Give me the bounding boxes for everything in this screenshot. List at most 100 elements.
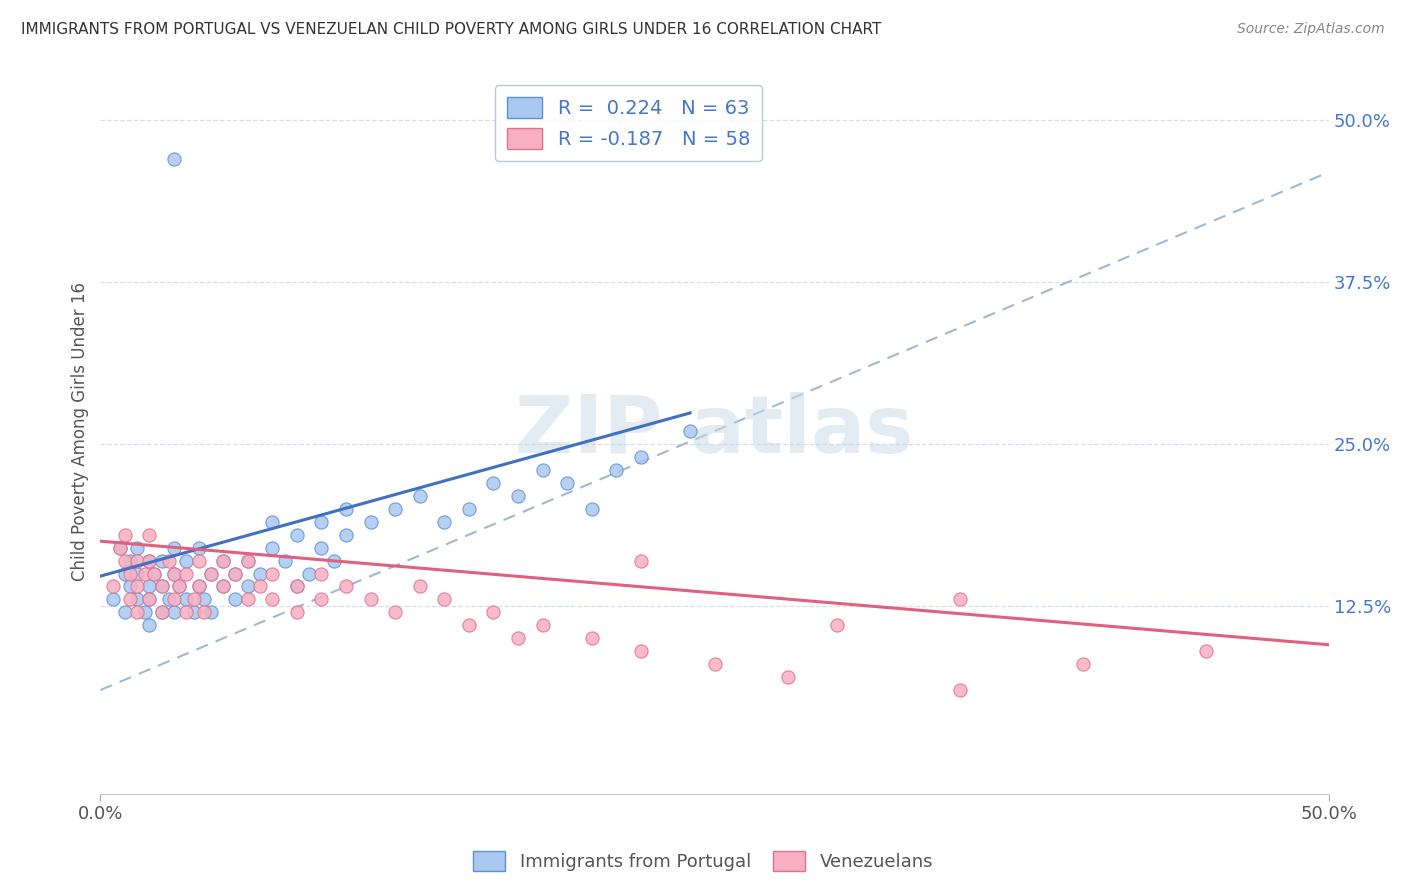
Text: ZIP atlas: ZIP atlas [516,392,914,470]
Point [101,592,124,607]
Point [138,553,160,567]
Point [457,618,479,632]
Point [285,606,308,620]
Point [108,541,131,555]
Point [285,579,308,593]
Point [949,592,972,607]
Point [101,579,124,593]
Point [143,566,166,581]
Point [555,475,578,490]
Point [298,566,321,581]
Point [157,553,180,567]
Point [118,592,141,607]
Point [531,463,554,477]
Point [138,527,160,541]
Point [150,579,173,593]
Legend: Immigrants from Portugal, Venezuelans: Immigrants from Portugal, Venezuelans [465,844,941,879]
Point [183,606,205,620]
Point [127,579,149,593]
Point [360,515,382,529]
Point [134,606,156,620]
Point [311,592,333,607]
Point [224,566,246,581]
Point [949,683,972,698]
Point [114,553,136,567]
Point [118,579,141,593]
Point [118,566,141,581]
Point [167,579,190,593]
Point [335,579,357,593]
Point [262,515,284,529]
Point [249,566,271,581]
Point [150,553,173,567]
Point [200,606,222,620]
Point [679,424,702,438]
Point [127,592,149,607]
Point [127,606,149,620]
Point [384,501,406,516]
Point [384,606,406,620]
Point [127,566,149,581]
Point [311,515,333,529]
Y-axis label: Child Poverty Among Girls Under 16: Child Poverty Among Girls Under 16 [72,282,89,581]
Point [108,541,131,555]
Point [236,592,259,607]
Point [581,632,603,646]
Point [134,566,156,581]
Point [127,541,149,555]
Point [285,579,308,593]
Point [163,152,186,166]
Point [433,592,456,607]
Point [581,501,603,516]
Point [138,592,160,607]
Point [176,606,198,620]
Point [183,592,205,607]
Point [138,618,160,632]
Text: IMMIGRANTS FROM PORTUGAL VS VENEZUELAN CHILD POVERTY AMONG GIRLS UNDER 16 CORREL: IMMIGRANTS FROM PORTUGAL VS VENEZUELAN C… [21,22,882,37]
Point [433,515,456,529]
Point [778,670,800,684]
Point [335,501,357,516]
Point [311,566,333,581]
Point [187,579,209,593]
Point [163,566,186,581]
Point [273,553,295,567]
Point [322,553,344,567]
Point [176,553,198,567]
Point [193,606,215,620]
Point [482,606,505,620]
Point [1071,657,1094,672]
Point [200,566,222,581]
Point [118,553,141,567]
Point [163,541,186,555]
Point [187,553,209,567]
Point [482,475,505,490]
Point [167,579,190,593]
Point [176,592,198,607]
Point [163,566,186,581]
Point [138,553,160,567]
Point [311,541,333,555]
Point [506,632,529,646]
Point [193,592,215,607]
Point [114,527,136,541]
Point [150,606,173,620]
Point [262,541,284,555]
Point [1195,644,1218,658]
Point [360,592,382,607]
Point [630,450,652,464]
Point [176,566,198,581]
Point [138,592,160,607]
Point [224,592,246,607]
Point [605,463,627,477]
Point [114,606,136,620]
Point [827,618,849,632]
Point [236,553,259,567]
Point [531,618,554,632]
Point [212,553,235,567]
Point [285,527,308,541]
Point [163,592,186,607]
Point [187,541,209,555]
Point [212,553,235,567]
Point [457,501,479,516]
